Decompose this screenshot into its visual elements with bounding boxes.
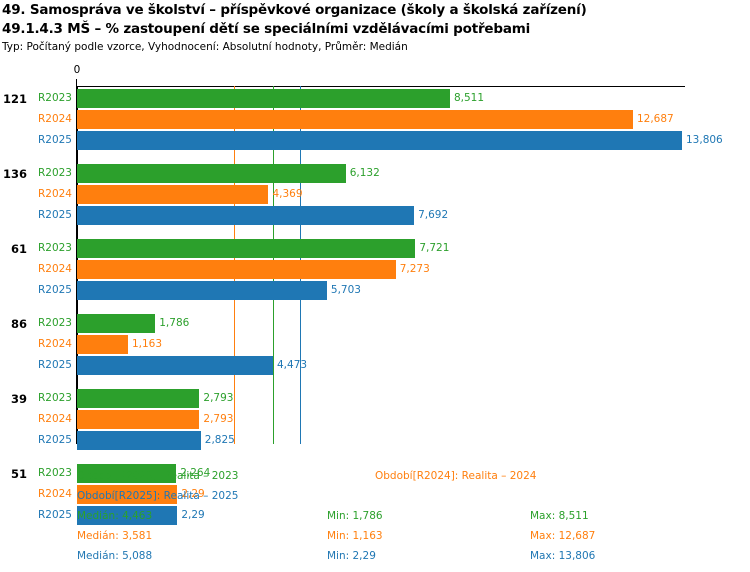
series-row-label-r2025: R2025 — [37, 359, 72, 371]
group-label-136: 136 — [2, 167, 27, 181]
series-row-label-r2023: R2023 — [37, 167, 72, 179]
bar-value-label: 2,264 — [180, 467, 211, 479]
series-row-label-r2024: R2024 — [37, 188, 72, 200]
bar-r2025-86[interactable] — [77, 356, 273, 375]
series-row-label-r2025: R2025 — [37, 284, 72, 296]
bar-value-label: 2,793 — [203, 413, 234, 425]
bar-r2025-121[interactable] — [77, 131, 682, 150]
bar-value-label: 13,806 — [686, 134, 723, 146]
bar-r2025-61[interactable] — [77, 281, 327, 300]
bar-r2023-61[interactable] — [77, 239, 416, 258]
series-row-label-r2025: R2025 — [37, 134, 72, 146]
series-row-label-r2025: R2025 — [37, 209, 72, 221]
bar-r2023-51[interactable] — [77, 464, 177, 483]
bar-value-label: 7,692 — [418, 209, 449, 221]
series-row-label-r2023: R2023 — [37, 467, 72, 479]
bar-chart: 0 8,511 R2023 12,687 R2024 13,806 R2025 121 6,1… — [0, 62, 750, 525]
bar-value-label: 4,473 — [277, 359, 308, 371]
legend-median-r2023: Medián: 4,463 — [77, 510, 153, 522]
group-label-86: 86 — [10, 317, 27, 331]
axis-top-line — [77, 86, 685, 87]
group-label-61: 61 — [10, 242, 27, 256]
bar-value-label: 12,687 — [636, 113, 674, 125]
bar-r2023-121[interactable] — [77, 89, 450, 108]
bar-value-label: 5,703 — [330, 284, 361, 296]
legend-series-r2024: Období[R2024]: Realita – 2024 — [375, 470, 537, 482]
bar-value-label: 2,793 — [203, 392, 234, 404]
series-row-label-r2023: R2023 — [37, 242, 72, 254]
page-title-line1: 49. Samospráva ve školství – příspěvkové… — [2, 2, 587, 18]
legend-series-r2025: Období[R2025]: Realita – 2025 — [77, 490, 239, 502]
bar-r2023-136[interactable] — [77, 164, 346, 183]
bar-r2024-136[interactable] — [77, 185, 269, 204]
legend-min-r2023: Min: 1,786 — [327, 510, 383, 522]
chart-legend: Období[R2023]: Realita – 2023 Období[R202… — [0, 462, 750, 572]
series-row-label-r2024: R2024 — [37, 338, 72, 350]
bar-value-label: 4,369 — [272, 188, 303, 200]
legend-median-r2025: Medián: 5,088 — [77, 550, 153, 562]
bar-r2024-61[interactable] — [77, 260, 396, 279]
legend-min-r2025: Min: 2,29 — [327, 550, 376, 562]
series-row-label-r2023: R2023 — [37, 317, 72, 329]
bar-value-label: 2,825 — [204, 434, 235, 446]
bar-r2024-39[interactable] — [77, 410, 200, 429]
bar-r2025-39[interactable] — [77, 431, 201, 450]
series-row-label-r2024: R2024 — [37, 113, 72, 125]
bar-r2025-51[interactable] — [77, 506, 178, 525]
legend-max-r2025: Max: 13,806 — [530, 550, 596, 562]
legend-max-r2023: Max: 8,511 — [530, 510, 589, 522]
bar-value-label: 1,163 — [131, 338, 163, 350]
legend-series-r2023: Období[R2023]: Realita – 2023 — [77, 470, 239, 482]
group-label-121: 121 — [2, 92, 27, 106]
group-label-51: 51 — [10, 467, 27, 481]
bar-value-label: 7,721 — [419, 242, 450, 254]
bar-value-label: 2,29 — [181, 509, 205, 521]
bar-value-label: 6,132 — [349, 167, 380, 179]
series-row-label-r2024: R2024 — [37, 488, 72, 500]
bar-value-label: 8,511 — [453, 92, 485, 104]
bar-r2024-121[interactable] — [77, 110, 633, 129]
bar-r2023-39[interactable] — [77, 389, 200, 408]
legend-min-r2024: Min: 1,163 — [327, 530, 383, 542]
group-label-39: 39 — [10, 392, 27, 406]
series-row-label-r2024: R2024 — [37, 413, 72, 425]
legend-median-r2024: Medián: 3,581 — [77, 530, 153, 542]
series-row-label-r2025: R2025 — [37, 509, 72, 521]
series-row-label-r2023: R2023 — [37, 92, 72, 104]
x-axis-tick-0 — [76, 79, 77, 87]
bar-r2024-51[interactable] — [77, 485, 178, 504]
chart-subtitle: Typ: Počítaný podle vzorce, Vyhodnocení:… — [2, 41, 408, 53]
x-tick-label-0: 0 — [73, 64, 81, 76]
bar-value-label: 1,786 — [159, 317, 190, 329]
series-row-label-r2023: R2023 — [37, 392, 72, 404]
bar-r2023-86[interactable] — [77, 314, 156, 333]
bar-r2024-86[interactable] — [77, 335, 128, 354]
page-title-line2: 49.1.4.3 MŠ – % zastoupení dětí se speci… — [2, 21, 531, 37]
bar-value-label: 7,273 — [399, 263, 430, 275]
series-row-label-r2025: R2025 — [37, 434, 72, 446]
series-row-label-r2024: R2024 — [37, 263, 72, 275]
bar-value-label: 2,29 — [181, 488, 205, 500]
bar-r2025-136[interactable] — [77, 206, 415, 225]
legend-max-r2024: Max: 12,687 — [530, 530, 596, 542]
